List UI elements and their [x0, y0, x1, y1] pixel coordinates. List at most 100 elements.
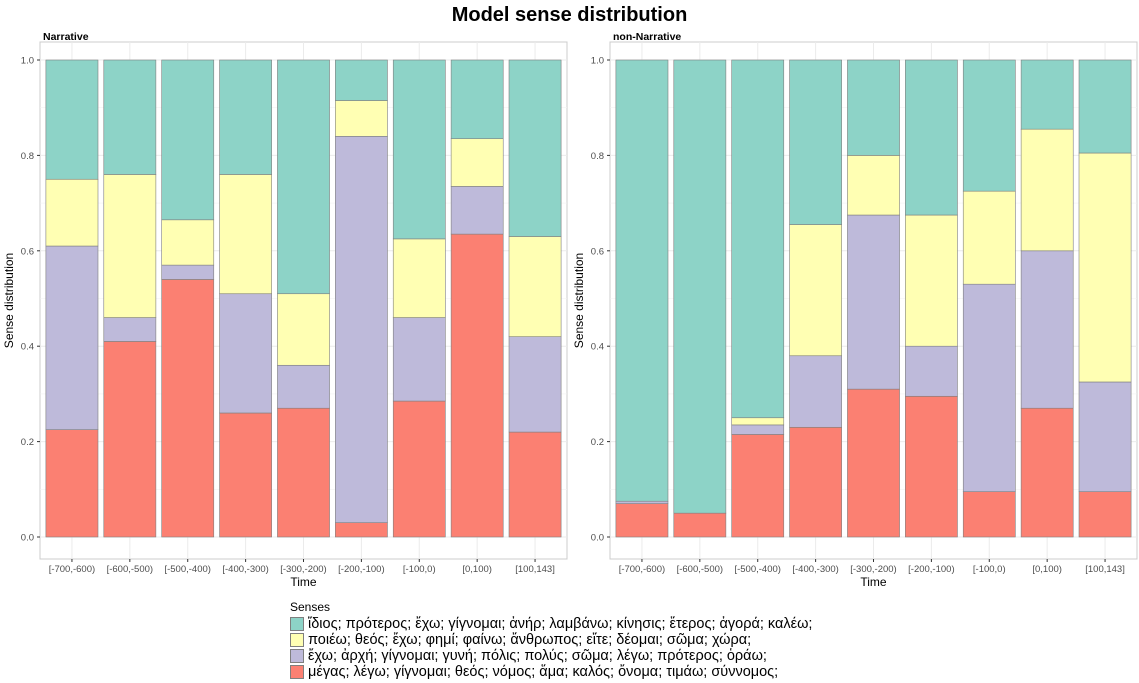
bar-segment: [905, 214, 958, 347]
bar-segment: [615, 500, 669, 504]
panel-label: non-Narrative: [613, 31, 681, 43]
bar-segment: [335, 522, 388, 538]
bar-segment: [277, 59, 330, 295]
bar-segment: [615, 59, 669, 502]
bar-segment: [789, 224, 842, 357]
y-tick-label: 0.4: [591, 342, 604, 353]
x-tick-label: [-300,-200): [850, 564, 896, 575]
bar-segment: [1020, 407, 1074, 538]
bar-segment: [1078, 59, 1132, 154]
y-tick-label: 0.6: [591, 246, 604, 257]
bar-segment: [731, 59, 785, 419]
bar-segment: [103, 341, 157, 538]
y-tick-label: 0.8: [21, 151, 34, 162]
y-tick-label: 0.6: [21, 246, 34, 257]
bar-segment: [450, 59, 504, 140]
bar-segment: [335, 136, 388, 523]
bar-segment: [161, 219, 215, 266]
bar-segment: [731, 434, 785, 538]
x-axis-title: Time: [860, 575, 887, 589]
x-tick-label: [0,100): [462, 564, 492, 575]
legend-item: μέγας; λέγω; γίγνομαι; θεός; νόμος; ἅμα;…: [290, 664, 812, 680]
bar-segment: [103, 174, 157, 318]
legend-key: [290, 649, 304, 663]
y-tick-label: 1.0: [591, 56, 604, 67]
y-axis-title: Sense distribution: [2, 253, 16, 348]
x-tick-label: [-300,-200): [280, 564, 326, 575]
bar-segment: [962, 283, 1016, 492]
bar-segment: [1020, 128, 1074, 252]
y-tick-label: 0.8: [591, 151, 604, 162]
bar-segment: [219, 174, 272, 295]
bar-segment: [789, 59, 842, 225]
bar-segment: [1078, 381, 1132, 492]
x-tick-label: [100,143]: [515, 564, 555, 575]
bar-segment: [508, 59, 562, 237]
x-tick-label: [-700,-600): [49, 564, 95, 575]
bar-segment: [277, 293, 330, 366]
bar-segment: [789, 355, 842, 428]
bar-segment: [1020, 59, 1074, 130]
x-tick-label: [-600,-500): [107, 564, 153, 575]
legend-item: ποιέω; θεός; ἔχω; φημί; φαίνω; ἄνθρωπος;…: [290, 632, 812, 648]
bar-segment: [219, 412, 272, 538]
bar-segment: [673, 512, 727, 538]
bar-segment: [219, 293, 272, 414]
bar-segment: [1078, 491, 1132, 538]
bar-segment: [161, 279, 215, 538]
y-tick-label: 0.2: [21, 437, 34, 448]
legend-item: ἔχω; ἀρχή; γίγνομαι; γυνή; πόλις; πολύς;…: [290, 648, 812, 664]
bar-segment: [103, 59, 157, 175]
bar-segment: [277, 364, 330, 409]
legend-key: [290, 665, 304, 679]
bar-segment: [219, 59, 272, 175]
bar-segment: [45, 429, 99, 538]
bar-segment: [392, 400, 446, 538]
bar-segment: [392, 59, 446, 240]
bar-segment: [335, 59, 388, 101]
bar-segment: [45, 178, 99, 247]
bar-segment: [508, 236, 562, 337]
x-tick-label: [-400,-300): [792, 564, 838, 575]
bar-segment: [962, 59, 1016, 192]
bar-segment: [450, 233, 504, 538]
legend-label: μέγας; λέγω; γίγνομαι; θεός; νόμος; ἅμα;…: [308, 664, 779, 680]
x-tick-label: [-400,-300): [222, 564, 268, 575]
y-axis-title: Sense distribution: [572, 253, 586, 348]
bar-segment: [847, 59, 900, 156]
x-tick-label: [-500,-400): [164, 564, 210, 575]
legend-label: ποιέω; θεός; ἔχω; φημί; φαίνω; ἄνθρωπος;…: [308, 632, 752, 648]
legend-label: ἔχω; ἀρχή; γίγνομαι; γυνή; πόλις; πολύς;…: [308, 648, 767, 664]
bar-segment: [615, 503, 669, 538]
x-tick-label: [-500,-400): [734, 564, 780, 575]
bar-segment: [731, 424, 785, 435]
x-tick-label: [-200,-100): [338, 564, 384, 575]
bar-segment: [962, 491, 1016, 538]
bar-segment: [508, 431, 562, 538]
y-tick-label: 0.0: [21, 533, 34, 544]
chart-plot: Narrative 0.0 0.2 0.4 0.6 0.8 1.0 [-700,-600) [-…: [2, 31, 1138, 589]
legend-label: ἴδιος; πρότερος; ἔχω; γίγνομαι; ἀνήρ; λα…: [308, 616, 813, 632]
bar-segment: [277, 407, 330, 538]
bar-segment: [1020, 250, 1074, 409]
bar-segment: [335, 100, 388, 137]
bar-segment: [1078, 152, 1132, 383]
bar-segment: [905, 345, 958, 397]
bar-segment: [905, 59, 958, 216]
x-tick-label: [-100,0): [973, 564, 1006, 575]
legend-key: [290, 633, 304, 647]
legend: Senses ἴδιος; πρότερος; ἔχω; γίγνομαι; ἀ…: [290, 600, 812, 680]
y-tick-label: 1.0: [21, 56, 34, 67]
chart-title: Model sense distribution: [451, 4, 688, 26]
legend-title: Senses: [290, 600, 331, 614]
bar-segment: [392, 238, 446, 318]
bar-segment: [847, 155, 900, 216]
x-tick-label: [-600,-500): [677, 564, 723, 575]
y-tick-label: 0.0: [591, 533, 604, 544]
bar-segment: [45, 245, 99, 430]
x-tick-label: [0,100): [1032, 564, 1062, 575]
bar-segment: [161, 59, 215, 221]
legend-item: ἴδιος; πρότερος; ἔχω; γίγνομαι; ἀνήρ; λα…: [290, 616, 812, 632]
bar-segment: [161, 264, 215, 280]
bar-segment: [731, 417, 785, 426]
